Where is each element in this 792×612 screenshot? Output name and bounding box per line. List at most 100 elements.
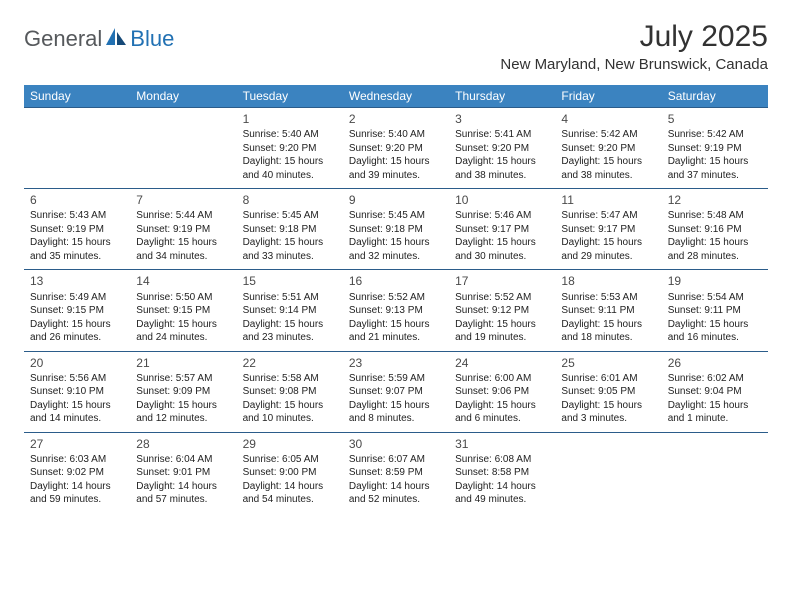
- sunrise-line: Sunrise: 6:02 AM: [668, 372, 762, 386]
- day-cell: 3Sunrise: 5:41 AMSunset: 9:20 PMDaylight…: [449, 108, 555, 189]
- day-number: 3: [455, 111, 549, 127]
- title-block: July 2025 New Maryland, New Brunswick, C…: [500, 20, 768, 73]
- day-number: 28: [136, 436, 230, 452]
- day-number: 4: [561, 111, 655, 127]
- day-number: 1: [243, 111, 337, 127]
- day-number: 11: [561, 192, 655, 208]
- day-number: 7: [136, 192, 230, 208]
- sunset-line: Sunset: 9:09 PM: [136, 385, 230, 399]
- day-number: 6: [30, 192, 124, 208]
- sunset-line: Sunset: 9:20 PM: [349, 142, 443, 156]
- daylight-line: Daylight: 15 hours and 8 minutes.: [349, 399, 443, 426]
- daylight-line: Daylight: 15 hours and 37 minutes.: [668, 155, 762, 182]
- day-cell: 31Sunrise: 6:08 AMSunset: 8:58 PMDayligh…: [449, 432, 555, 513]
- week-row: 27Sunrise: 6:03 AMSunset: 9:02 PMDayligh…: [24, 432, 768, 513]
- day-cell: 6Sunrise: 5:43 AMSunset: 9:19 PMDaylight…: [24, 189, 130, 270]
- daylight-line: Daylight: 15 hours and 23 minutes.: [243, 318, 337, 345]
- sunrise-line: Sunrise: 5:54 AM: [668, 291, 762, 305]
- sunset-line: Sunset: 9:19 PM: [136, 223, 230, 237]
- day-cell: 27Sunrise: 6:03 AMSunset: 9:02 PMDayligh…: [24, 432, 130, 513]
- day-header-friday: Friday: [555, 85, 661, 108]
- sunrise-line: Sunrise: 5:47 AM: [561, 209, 655, 223]
- sunrise-line: Sunrise: 5:48 AM: [668, 209, 762, 223]
- sunrise-line: Sunrise: 5:52 AM: [349, 291, 443, 305]
- sunrise-line: Sunrise: 6:05 AM: [243, 453, 337, 467]
- day-number: 19: [668, 273, 762, 289]
- day-header-monday: Monday: [130, 85, 236, 108]
- day-header-sunday: Sunday: [24, 85, 130, 108]
- day-cell: 12Sunrise: 5:48 AMSunset: 9:16 PMDayligh…: [662, 189, 768, 270]
- sunset-line: Sunset: 9:14 PM: [243, 304, 337, 318]
- day-header-saturday: Saturday: [662, 85, 768, 108]
- sunset-line: Sunset: 9:01 PM: [136, 466, 230, 480]
- logo-text-blue: Blue: [130, 26, 174, 52]
- logo-sail-icon: [106, 28, 128, 51]
- day-number: 25: [561, 355, 655, 371]
- sunset-line: Sunset: 9:20 PM: [561, 142, 655, 156]
- sunset-line: Sunset: 9:17 PM: [561, 223, 655, 237]
- day-cell: 5Sunrise: 5:42 AMSunset: 9:19 PMDaylight…: [662, 108, 768, 189]
- day-number: 30: [349, 436, 443, 452]
- day-cell: 24Sunrise: 6:00 AMSunset: 9:06 PMDayligh…: [449, 351, 555, 432]
- daylight-line: Daylight: 15 hours and 19 minutes.: [455, 318, 549, 345]
- day-number: 17: [455, 273, 549, 289]
- sunset-line: Sunset: 9:15 PM: [30, 304, 124, 318]
- day-cell: [24, 108, 130, 189]
- sunrise-line: Sunrise: 5:45 AM: [243, 209, 337, 223]
- daylight-line: Daylight: 15 hours and 26 minutes.: [30, 318, 124, 345]
- daylight-line: Daylight: 15 hours and 29 minutes.: [561, 236, 655, 263]
- day-number: 20: [30, 355, 124, 371]
- day-number: 24: [455, 355, 549, 371]
- sunset-line: Sunset: 9:15 PM: [136, 304, 230, 318]
- sunrise-line: Sunrise: 5:42 AM: [561, 128, 655, 142]
- day-cell: 29Sunrise: 6:05 AMSunset: 9:00 PMDayligh…: [237, 432, 343, 513]
- day-number: 15: [243, 273, 337, 289]
- day-number: 18: [561, 273, 655, 289]
- sunset-line: Sunset: 9:19 PM: [30, 223, 124, 237]
- day-number: 9: [349, 192, 443, 208]
- sunset-line: Sunset: 9:04 PM: [668, 385, 762, 399]
- day-cell: 25Sunrise: 6:01 AMSunset: 9:05 PMDayligh…: [555, 351, 661, 432]
- sunrise-line: Sunrise: 6:07 AM: [349, 453, 443, 467]
- sunrise-line: Sunrise: 5:57 AM: [136, 372, 230, 386]
- day-number: 26: [668, 355, 762, 371]
- sunset-line: Sunset: 9:11 PM: [561, 304, 655, 318]
- day-cell: 15Sunrise: 5:51 AMSunset: 9:14 PMDayligh…: [237, 270, 343, 351]
- daylight-line: Daylight: 15 hours and 18 minutes.: [561, 318, 655, 345]
- day-number: 2: [349, 111, 443, 127]
- sunrise-line: Sunrise: 6:03 AM: [30, 453, 124, 467]
- day-cell: 23Sunrise: 5:59 AMSunset: 9:07 PMDayligh…: [343, 351, 449, 432]
- daylight-line: Daylight: 15 hours and 35 minutes.: [30, 236, 124, 263]
- sunrise-line: Sunrise: 5:58 AM: [243, 372, 337, 386]
- day-cell: 30Sunrise: 6:07 AMSunset: 8:59 PMDayligh…: [343, 432, 449, 513]
- day-number: 8: [243, 192, 337, 208]
- day-number: 27: [30, 436, 124, 452]
- sunset-line: Sunset: 9:18 PM: [243, 223, 337, 237]
- day-cell: 22Sunrise: 5:58 AMSunset: 9:08 PMDayligh…: [237, 351, 343, 432]
- day-cell: [130, 108, 236, 189]
- sunrise-line: Sunrise: 5:45 AM: [349, 209, 443, 223]
- week-row: 13Sunrise: 5:49 AMSunset: 9:15 PMDayligh…: [24, 270, 768, 351]
- day-number: 21: [136, 355, 230, 371]
- day-cell: 17Sunrise: 5:52 AMSunset: 9:12 PMDayligh…: [449, 270, 555, 351]
- sunrise-line: Sunrise: 5:46 AM: [455, 209, 549, 223]
- day-cell: [662, 432, 768, 513]
- sunrise-line: Sunrise: 5:41 AM: [455, 128, 549, 142]
- day-number: 14: [136, 273, 230, 289]
- day-header-wednesday: Wednesday: [343, 85, 449, 108]
- day-number: 12: [668, 192, 762, 208]
- daylight-line: Daylight: 14 hours and 49 minutes.: [455, 480, 549, 507]
- sunset-line: Sunset: 9:00 PM: [243, 466, 337, 480]
- daylight-line: Daylight: 14 hours and 57 minutes.: [136, 480, 230, 507]
- day-cell: 9Sunrise: 5:45 AMSunset: 9:18 PMDaylight…: [343, 189, 449, 270]
- daylight-line: Daylight: 15 hours and 6 minutes.: [455, 399, 549, 426]
- daylight-line: Daylight: 15 hours and 34 minutes.: [136, 236, 230, 263]
- header: General Blue July 2025 New Maryland, New…: [24, 20, 768, 73]
- sunset-line: Sunset: 9:05 PM: [561, 385, 655, 399]
- sunset-line: Sunset: 9:11 PM: [668, 304, 762, 318]
- day-cell: [555, 432, 661, 513]
- daylight-line: Daylight: 14 hours and 59 minutes.: [30, 480, 124, 507]
- sunrise-line: Sunrise: 5:52 AM: [455, 291, 549, 305]
- daylight-line: Daylight: 15 hours and 38 minutes.: [455, 155, 549, 182]
- sunset-line: Sunset: 9:06 PM: [455, 385, 549, 399]
